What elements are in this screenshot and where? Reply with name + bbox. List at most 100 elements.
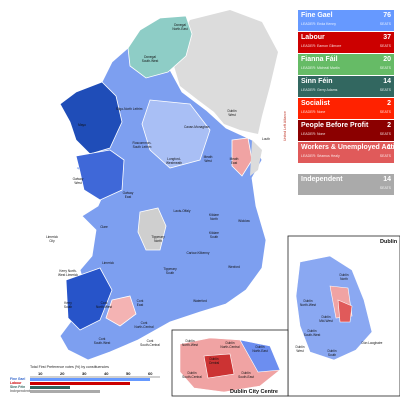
chart-title: Total First Preference votes (%) by cons… xyxy=(30,365,109,369)
x-tick-label: 10 xyxy=(38,371,43,376)
united-left-label: United Left Alliance xyxy=(283,111,287,141)
legend-party-leader: LEADER: Eamon Gilmore xyxy=(301,44,342,48)
constituency-label: Meath West xyxy=(203,155,213,163)
dublin-city-inset-blue xyxy=(239,339,281,373)
dublin-inset-label: Dún Laoghaire xyxy=(361,341,383,345)
grey-land-east xyxy=(250,140,262,176)
legend-party-name: Fine Gael xyxy=(301,12,333,19)
bar-labour xyxy=(30,382,130,385)
constituency-label: Cork North-Central xyxy=(134,321,154,329)
dublin-inset-label: Dublin South xyxy=(327,349,337,357)
dublin-inset-label: Dublin North-West xyxy=(299,299,317,307)
midlands-region xyxy=(141,99,211,169)
legend-party-seats: 20 xyxy=(383,56,391,63)
dublin-inset-label: Dublin Mid-West xyxy=(319,315,333,323)
constituency-label: Dublin West xyxy=(227,109,237,117)
constituency-label: Wicklow xyxy=(238,219,250,223)
constituency-label: Limerick City xyxy=(46,235,58,243)
dublin-city-inset-title: Dublin City Centre xyxy=(230,389,278,395)
x-tick-label: 30 xyxy=(82,371,87,376)
constituency-label: Mayo xyxy=(78,123,86,127)
row-label: Sinn Féin xyxy=(10,385,26,389)
bar-fine-gael xyxy=(30,378,150,381)
legend-party-name: People Before Profit xyxy=(301,122,369,129)
donegal-region xyxy=(127,15,193,79)
dublin-inset-label: Dublin South-West xyxy=(303,329,321,337)
legend-party-name: Sinn Féin xyxy=(301,78,333,85)
legend-party-change: SEATS xyxy=(379,66,391,70)
constituency-label: Donegal South-West xyxy=(141,55,159,63)
dublin-city-inset-label: Dublin South-East xyxy=(238,371,254,379)
legend-party-name: Fianna Fáil xyxy=(301,56,338,63)
constituency-label: Kerry North- West Limerick xyxy=(58,269,78,277)
constituency-label: Tipperary South xyxy=(163,267,177,275)
legend-party-leader: LEADER: Séamus Healy xyxy=(301,154,340,158)
legend-party-seats: 37 xyxy=(383,34,391,41)
legend-party: Fine Gael 76 LEADER: Enda Kenny SEATS xyxy=(298,10,394,31)
dublin-city-inset-label: Dublin North-West xyxy=(181,339,199,347)
legend-party-change: SEATS xyxy=(379,88,391,92)
constituency-label: Cork North-West xyxy=(95,301,113,309)
legend-party-seats: 14 xyxy=(383,78,391,85)
row-label: Independent xyxy=(10,389,31,393)
dublin-inset-label: Dublin West xyxy=(295,345,305,353)
legend-party-leader: LEADER: Micheál Martin xyxy=(301,66,340,70)
legend-party-leader: LEADER: Gerry Adams xyxy=(301,88,338,92)
constituency-label: Tipperary North xyxy=(151,235,165,243)
x-tick-label: 40 xyxy=(104,371,109,376)
legend-party-seats: 14 xyxy=(383,176,391,183)
south-east-region xyxy=(65,267,113,331)
constituency-label: Wexford xyxy=(228,265,240,269)
constituency-label: Louth xyxy=(262,137,270,141)
constituency-label: Sligo-North Leitrim xyxy=(116,107,143,111)
louth-region xyxy=(231,137,253,177)
cork-south-region xyxy=(105,295,137,327)
legend-party-name: Labour xyxy=(301,34,325,41)
legend-party-leader: LEADER: None xyxy=(301,110,326,114)
legend-party: Fianna Fáil 20 LEADER: Micheál Martin SEATS xyxy=(298,54,394,75)
tipperary-north-region xyxy=(137,207,167,251)
constituency-label: Galway West xyxy=(72,177,84,185)
x-tick-label: 60 xyxy=(148,371,153,376)
constituency-label: Meath East xyxy=(229,157,239,165)
constituency-label: Cork South-Central xyxy=(140,339,160,347)
legend-party-name: Socialist xyxy=(301,100,330,107)
legend-party-change: SEATS xyxy=(379,132,391,136)
legend-party: Socialist 2 LEADER: None SEATS xyxy=(298,98,394,119)
constituency-label: Cavan-Monaghan xyxy=(184,125,210,129)
dublin-city-inset-label: Dublin North-East xyxy=(252,345,268,353)
legend-party-change: SEATS xyxy=(379,44,391,48)
vote-chart xyxy=(30,376,160,393)
legend-party-change: SEATS xyxy=(379,110,391,114)
legend-party: Labour 37 LEADER: Eamon Gilmore SEATS xyxy=(298,32,394,53)
legend-party: Sinn Féin 14 LEADER: Gerry Adams SEATS xyxy=(298,76,394,97)
legend-party-name: Independent xyxy=(301,176,343,183)
constituency-label: Waterford xyxy=(193,299,207,303)
x-tick-label: 50 xyxy=(126,371,131,376)
bar-sinn-fein xyxy=(30,386,70,389)
galway-region xyxy=(75,149,125,201)
legend-party-leader: LEADER: None xyxy=(301,132,326,136)
legend-party-leader: LEADER: Enda Kenny xyxy=(301,22,337,26)
mayo-region xyxy=(59,81,123,155)
row-label: Labour xyxy=(10,381,22,385)
constituency-label: Galway East xyxy=(122,191,134,199)
legend-party-seats: 2 xyxy=(387,122,391,129)
bar-independent xyxy=(30,390,100,393)
constituency-label: Roscommon- South Leitrim xyxy=(132,141,152,149)
constituency-label: Limerick xyxy=(102,261,114,265)
constituency-label: Kildare South xyxy=(209,231,219,239)
constituency-label: Longford- Westmeath xyxy=(165,157,183,165)
constituency-label: Cork South-West xyxy=(93,337,111,345)
legend-party-change: SEATS xyxy=(379,22,391,26)
dublin-inset-red xyxy=(337,299,353,323)
constituency-label: Carlow-Kilkenny xyxy=(186,251,210,255)
constituency-label: Laois-Offaly xyxy=(173,209,191,213)
dublin-city-inset-label: Dublin North-Central xyxy=(220,341,240,349)
legend-party-seats: 2 xyxy=(387,100,391,107)
constituency-label: Clare xyxy=(100,225,108,229)
dublin-inset-title: Dublin xyxy=(380,239,398,245)
constituency-label: Cork East xyxy=(136,299,144,307)
constituency-label: Kerry South xyxy=(63,301,73,309)
